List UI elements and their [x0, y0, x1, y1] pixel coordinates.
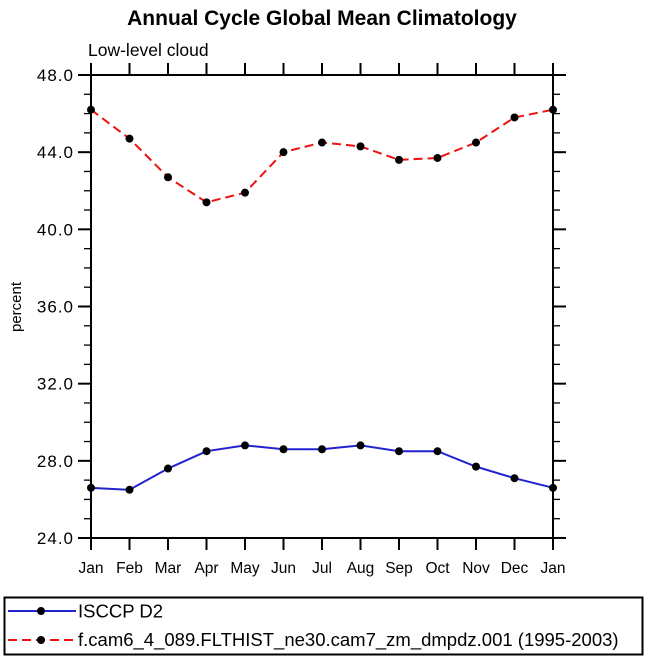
data-point	[202, 447, 211, 456]
data-point	[202, 198, 211, 207]
x-tick-label: Nov	[462, 560, 490, 577]
y-tick-label: 48.0	[37, 66, 74, 85]
x-tick-label: Aug	[347, 560, 375, 577]
data-point	[318, 138, 326, 147]
data-point	[395, 447, 403, 456]
x-tick-label: Dec	[501, 560, 529, 577]
y-axis-label: percent	[8, 281, 25, 332]
x-tick-label: Apr	[194, 560, 218, 577]
data-series	[87, 105, 557, 494]
data-point	[164, 464, 172, 473]
y-tick-label: 36.0	[37, 297, 74, 316]
legend: ISCCP D2 f.cam6_4_089.FLTHIST_ne30.cam7_…	[3, 596, 644, 656]
data-point	[125, 485, 134, 494]
data-point	[472, 138, 480, 147]
x-tick-label: Sep	[385, 560, 413, 577]
data-point	[549, 483, 557, 492]
data-point	[279, 445, 288, 454]
legend-marker-dot	[37, 607, 45, 615]
x-tick-label: Feb	[116, 560, 143, 577]
chart-title: Annual Cycle Global Mean Climatology	[127, 7, 517, 30]
legend-marker-dot	[37, 636, 45, 644]
data-point	[433, 447, 442, 456]
data-point	[241, 188, 249, 197]
legend-item-model-run: f.cam6_4_089.FLTHIST_ne30.cam7_zm_dmpdz.…	[8, 629, 619, 651]
legend-item-isccp: ISCCP D2	[8, 601, 163, 622]
x-tick-label: May	[230, 560, 260, 577]
data-point	[433, 153, 442, 162]
data-point	[356, 441, 365, 450]
chart-subtitle: Low-level cloud	[88, 40, 209, 60]
data-point	[125, 134, 134, 143]
y-tick-label: 28.0	[37, 452, 74, 471]
legend-label-isccp: ISCCP D2	[78, 601, 163, 622]
data-point	[164, 173, 172, 182]
x-tick-label: Jan	[541, 560, 566, 577]
x-tick-label: Jul	[312, 560, 332, 577]
data-point	[510, 474, 519, 483]
axes: 24.0 28.0 32.0 36.0 40.0 44.0 48.0 Jan Feb Mar Apr…	[37, 63, 566, 577]
y-tick-label: 24.0	[37, 529, 74, 548]
legend-label-model-run: f.cam6_4_089.FLTHIST_ne30.cam7_zm_dmpdz.…	[78, 629, 619, 651]
x-tick-label: Jan	[79, 560, 104, 577]
legend-border	[3, 596, 644, 656]
data-point	[279, 148, 288, 157]
data-point	[87, 483, 95, 492]
data-point	[472, 462, 480, 471]
x-tick-label: Jun	[271, 560, 296, 577]
data-point	[241, 441, 249, 450]
series-line-1	[90, 108, 554, 204]
data-point	[356, 142, 365, 151]
data-point	[549, 105, 557, 114]
data-point	[87, 105, 95, 114]
y-tick-label: 32.0	[37, 375, 74, 394]
y-tick-label: 40.0	[37, 220, 74, 239]
data-point	[395, 155, 403, 164]
y-tick-label: 44.0	[37, 143, 74, 162]
data-point	[318, 445, 326, 454]
data-point	[510, 113, 519, 122]
x-tick-label: Mar	[155, 560, 182, 577]
x-tick-label: Oct	[425, 560, 450, 577]
